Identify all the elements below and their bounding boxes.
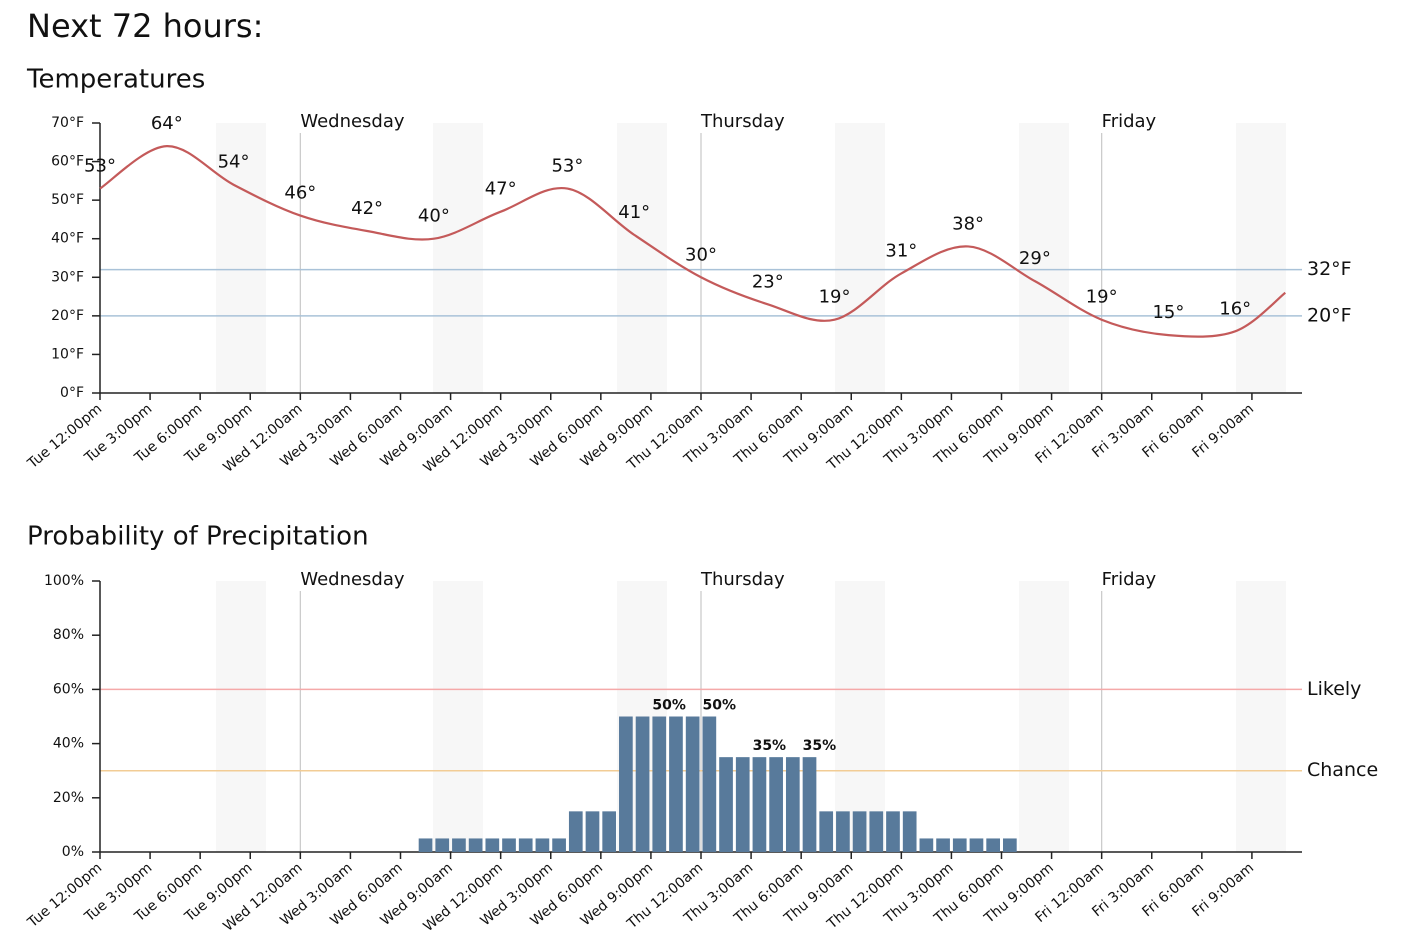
- bar: [735, 757, 750, 852]
- bar: [652, 716, 667, 852]
- reference-label: Chance: [1307, 759, 1378, 781]
- value-label: 30°: [685, 244, 717, 265]
- bar: [719, 757, 733, 852]
- value-label: 35%: [753, 738, 787, 754]
- value-label: 31°: [885, 240, 917, 261]
- band: [216, 581, 266, 852]
- y-tick-label: 40%: [53, 736, 84, 752]
- bar: [452, 838, 466, 852]
- bar: [568, 811, 583, 852]
- value-label: 16°: [1219, 298, 1251, 319]
- value-label: 53°: [551, 156, 583, 177]
- bar: [535, 838, 550, 852]
- bar: [952, 838, 967, 852]
- value-label: 64°: [151, 113, 183, 134]
- value-label: 42°: [351, 198, 383, 219]
- day-label: Thursday: [700, 569, 785, 590]
- band: [433, 581, 483, 852]
- bar: [969, 838, 984, 852]
- value-label: 35%: [803, 738, 837, 754]
- bar: [769, 757, 783, 852]
- band: [1019, 123, 1069, 393]
- day-label: Wednesday: [300, 111, 405, 132]
- bar: [468, 838, 483, 852]
- value-label: 50%: [703, 698, 737, 714]
- bar: [635, 716, 650, 852]
- temperature-line: [99, 145, 1286, 338]
- band: [835, 581, 885, 852]
- reference-label: 32°F: [1307, 258, 1352, 280]
- bar: [869, 811, 884, 852]
- value-label: 41°: [618, 202, 650, 223]
- y-tick-label: 20%: [53, 790, 84, 806]
- bar: [685, 716, 700, 852]
- bar: [802, 757, 817, 852]
- bar: [752, 757, 767, 852]
- value-label: 47°: [485, 179, 517, 200]
- chart-title: Temperatures: [26, 65, 205, 95]
- bar: [886, 811, 900, 852]
- bar: [418, 838, 433, 852]
- band: [835, 123, 885, 393]
- bar: [919, 838, 934, 852]
- day-label: Friday: [1102, 111, 1157, 132]
- band: [433, 123, 483, 393]
- bar: [669, 716, 683, 852]
- bar: [502, 838, 516, 852]
- y-tick-label: 10°F: [51, 346, 84, 362]
- bar: [702, 716, 717, 852]
- y-tick-label: 20°F: [51, 308, 84, 324]
- bar: [819, 811, 834, 852]
- reference-label: Likely: [1307, 678, 1361, 700]
- bar: [852, 811, 867, 852]
- value-label: 54°: [218, 152, 250, 173]
- y-tick-label: 60%: [53, 681, 84, 697]
- y-tick-label: 80%: [53, 627, 84, 643]
- bar: [518, 838, 533, 852]
- value-label: 46°: [284, 183, 316, 204]
- bar: [585, 811, 600, 852]
- bar: [936, 838, 950, 852]
- day-label: Wednesday: [300, 569, 405, 590]
- bar: [602, 811, 617, 852]
- bar: [986, 838, 1000, 852]
- y-tick-label: 60°F: [51, 154, 84, 170]
- chart-title: Probability of Precipitation: [27, 522, 369, 552]
- day-label: Thursday: [700, 111, 785, 132]
- value-label: 50%: [652, 698, 686, 714]
- y-tick-label: 30°F: [51, 269, 84, 285]
- value-label: 40°: [418, 206, 450, 227]
- y-tick-label: 40°F: [51, 231, 84, 247]
- band: [1019, 581, 1069, 852]
- bar: [836, 811, 850, 852]
- band: [1236, 581, 1286, 852]
- band: [617, 123, 667, 393]
- bar: [785, 757, 800, 852]
- y-tick-label: 0%: [62, 844, 84, 860]
- bar: [435, 838, 450, 852]
- y-tick-label: 50°F: [51, 192, 84, 208]
- value-label: 19°: [1086, 287, 1118, 308]
- value-label: 29°: [1019, 248, 1051, 269]
- y-tick-label: 100%: [44, 573, 84, 589]
- band: [1236, 123, 1286, 393]
- y-tick-label: 70°F: [51, 115, 84, 131]
- day-label: Friday: [1102, 569, 1157, 590]
- value-label: 23°: [752, 271, 784, 292]
- bar: [552, 838, 566, 852]
- value-label: 38°: [952, 213, 984, 234]
- band: [216, 123, 266, 393]
- value-label: 19°: [819, 287, 851, 308]
- bar: [1003, 838, 1017, 852]
- page-title: Next 72 hours:: [27, 7, 263, 45]
- value-label: 53°: [84, 156, 116, 177]
- reference-label: 20°F: [1307, 304, 1352, 326]
- y-tick-label: 0°F: [60, 385, 84, 401]
- bar: [619, 716, 633, 852]
- value-label: 15°: [1152, 302, 1184, 323]
- bar: [485, 838, 500, 852]
- bar: [902, 811, 917, 852]
